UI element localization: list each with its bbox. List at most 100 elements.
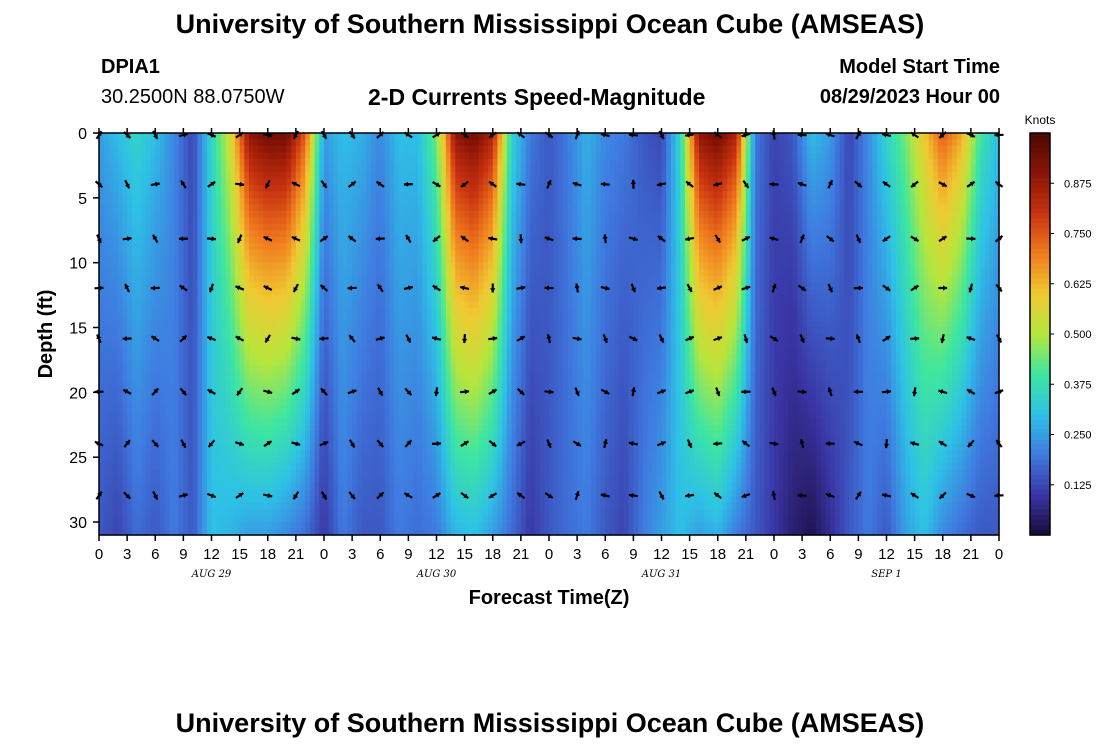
heatmap-cell (469, 470, 475, 478)
heatmap-cell (464, 444, 470, 452)
heatmap-cell (239, 509, 245, 517)
heatmap-cell (441, 249, 447, 257)
heatmap-cell (183, 431, 189, 439)
heatmap-cell (117, 197, 124, 205)
heatmap-cell (342, 398, 349, 406)
heatmap-cell (239, 372, 245, 380)
heatmap-cell (220, 398, 227, 406)
heatmap-cell (441, 158, 447, 167)
heatmap-cell (103, 509, 109, 517)
heatmap-cell (286, 178, 292, 186)
heatmap-cell (361, 470, 367, 478)
heatmap-cell (417, 424, 424, 432)
heatmap-cell (206, 133, 213, 141)
heatmap-cell (253, 483, 259, 491)
heatmap-cell (178, 288, 184, 296)
heatmap-cell (459, 411, 466, 419)
heatmap-cell (375, 450, 381, 458)
heatmap-cell (328, 197, 334, 205)
heatmap-cell (352, 223, 358, 231)
heatmap-cell (295, 288, 302, 296)
heatmap-cell (375, 346, 381, 355)
heatmap-cell (249, 165, 255, 173)
heatmap-cell (441, 431, 447, 439)
heatmap-cell (150, 483, 156, 491)
heatmap-cell (370, 334, 377, 342)
heatmap-cell (450, 321, 456, 329)
heatmap-cell (464, 463, 470, 471)
heatmap-cell (253, 450, 259, 458)
heatmap-cell (192, 152, 199, 160)
heatmap-cell (295, 444, 302, 452)
heatmap-cell (394, 230, 400, 238)
heatmap-cell (192, 275, 199, 283)
heatmap-cell (300, 366, 306, 374)
heatmap-cell (342, 314, 349, 322)
heatmap-cell (450, 308, 456, 316)
heatmap-cell (230, 385, 236, 393)
heatmap-cell (155, 171, 161, 179)
heatmap-cell (164, 496, 170, 504)
heatmap-cell (249, 197, 255, 205)
heatmap-cell (263, 282, 269, 290)
heatmap-cell (225, 385, 231, 393)
heatmap-cell (469, 184, 475, 192)
heatmap-cell (436, 366, 442, 374)
heatmap-cell (370, 450, 377, 458)
heatmap-cell (366, 424, 372, 432)
heatmap-cell (314, 522, 320, 530)
heatmap-cell (155, 353, 161, 361)
heatmap-cell (441, 223, 447, 231)
heatmap-cell (347, 145, 353, 154)
heatmap-cell (211, 158, 217, 167)
heatmap-cell (384, 353, 391, 361)
heatmap-cell (249, 275, 255, 283)
heatmap-cell (281, 165, 288, 173)
heatmap-cell (347, 256, 353, 264)
heatmap-cell (328, 385, 334, 393)
heatmap-cell (413, 528, 419, 536)
heatmap-cell (159, 133, 166, 141)
heatmap-cell (178, 411, 184, 419)
heatmap-cell (408, 223, 414, 231)
heatmap-cell (338, 301, 344, 309)
heatmap-cell (225, 515, 231, 523)
heatmap-cell (159, 191, 166, 199)
heatmap-cell (206, 301, 213, 309)
heatmap-cell (113, 288, 119, 296)
heatmap-cell (361, 230, 367, 238)
heatmap-cell (380, 269, 386, 277)
heatmap-cell (319, 483, 325, 491)
heatmap-cell (272, 502, 278, 510)
heatmap-cell (450, 152, 456, 160)
heatmap-cell (384, 262, 391, 270)
heatmap-cell (197, 230, 203, 238)
heatmap-cell (361, 334, 367, 342)
heatmap-cell (469, 210, 475, 218)
heatmap-cell (188, 256, 194, 264)
heatmap-cell (422, 366, 428, 374)
heatmap-cell (413, 457, 419, 465)
heatmap-cell (384, 509, 391, 517)
heatmap-cell (281, 152, 288, 160)
heatmap-cell (145, 243, 152, 251)
heatmap-cell (384, 243, 391, 251)
heatmap-cell (445, 217, 452, 225)
heatmap-cell (211, 249, 217, 257)
heatmap-cell (277, 522, 283, 530)
heatmap-cell (178, 275, 184, 283)
heatmap-cell (188, 444, 194, 452)
heatmap-cell (324, 133, 330, 141)
heatmap-cell (267, 411, 274, 419)
heatmap-cell (366, 262, 372, 270)
heatmap-cell (192, 295, 199, 303)
heatmap-cell (225, 528, 231, 536)
heatmap-cell (113, 334, 119, 342)
heatmap-cell (314, 334, 320, 342)
heatmap-cell (188, 184, 194, 192)
heatmap-cell (150, 178, 156, 186)
heatmap-cell (342, 197, 349, 205)
heatmap-cell (370, 379, 377, 387)
heatmap-cell (375, 217, 381, 225)
heatmap-cell (225, 308, 231, 316)
